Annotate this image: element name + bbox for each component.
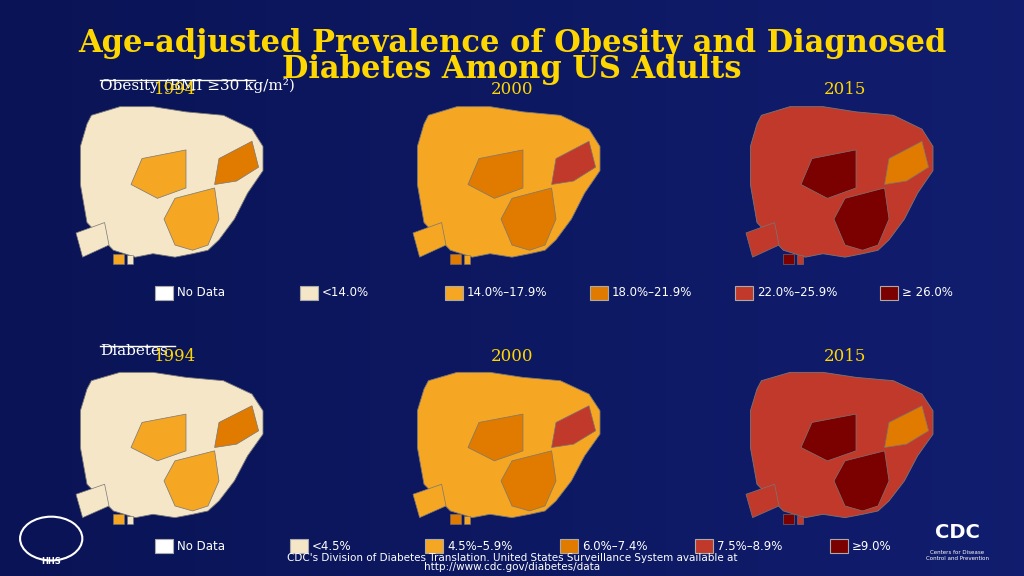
Bar bbox=[114, 514, 124, 524]
Text: 2015: 2015 bbox=[824, 348, 866, 365]
Polygon shape bbox=[418, 372, 600, 518]
Polygon shape bbox=[468, 414, 523, 461]
Polygon shape bbox=[801, 414, 856, 461]
Bar bbox=[560, 539, 578, 553]
Text: Centers for Disease
Control and Prevention: Centers for Disease Control and Preventi… bbox=[926, 551, 989, 561]
Bar bbox=[590, 286, 608, 300]
Polygon shape bbox=[131, 150, 186, 198]
Text: 2000: 2000 bbox=[490, 81, 534, 98]
Bar bbox=[880, 286, 898, 300]
Text: Diabetes Among US Adults: Diabetes Among US Adults bbox=[283, 54, 741, 85]
Polygon shape bbox=[552, 141, 596, 184]
Bar bbox=[114, 253, 124, 264]
Text: 6.0%–7.4%: 6.0%–7.4% bbox=[582, 540, 647, 552]
Text: 4.5%–5.9%: 4.5%–5.9% bbox=[447, 540, 512, 552]
Text: 14.0%–17.9%: 14.0%–17.9% bbox=[467, 286, 548, 300]
Polygon shape bbox=[164, 188, 219, 250]
Polygon shape bbox=[746, 222, 779, 257]
Bar bbox=[830, 539, 848, 553]
Polygon shape bbox=[834, 451, 889, 511]
Polygon shape bbox=[76, 484, 109, 518]
Polygon shape bbox=[885, 141, 929, 184]
Bar bbox=[425, 539, 443, 553]
Polygon shape bbox=[418, 107, 600, 257]
Polygon shape bbox=[76, 222, 109, 257]
Bar bbox=[797, 255, 803, 264]
Bar bbox=[797, 516, 803, 524]
Polygon shape bbox=[746, 484, 779, 518]
Polygon shape bbox=[215, 141, 259, 184]
Polygon shape bbox=[501, 188, 556, 250]
Text: 18.0%–21.9%: 18.0%–21.9% bbox=[612, 286, 692, 300]
Text: ≥ 26.0%: ≥ 26.0% bbox=[902, 286, 953, 300]
Text: http://www.cdc.gov/diabetes/data: http://www.cdc.gov/diabetes/data bbox=[424, 562, 600, 572]
Bar bbox=[783, 253, 795, 264]
Bar bbox=[783, 514, 795, 524]
Text: 7.5%–8.9%: 7.5%–8.9% bbox=[717, 540, 782, 552]
Bar bbox=[695, 539, 713, 553]
Polygon shape bbox=[164, 451, 219, 511]
Text: CDC: CDC bbox=[935, 524, 980, 542]
Bar bbox=[290, 539, 308, 553]
Polygon shape bbox=[81, 372, 263, 518]
Polygon shape bbox=[885, 406, 929, 448]
Polygon shape bbox=[751, 372, 933, 518]
Polygon shape bbox=[751, 107, 933, 257]
Text: 2000: 2000 bbox=[490, 348, 534, 365]
Text: 1994: 1994 bbox=[154, 81, 197, 98]
Text: 2015: 2015 bbox=[824, 81, 866, 98]
Polygon shape bbox=[501, 451, 556, 511]
Text: 22.0%–25.9%: 22.0%–25.9% bbox=[757, 286, 838, 300]
Polygon shape bbox=[413, 484, 446, 518]
Bar bbox=[735, 286, 753, 300]
Bar bbox=[300, 286, 318, 300]
Text: ≥9.0%: ≥9.0% bbox=[852, 540, 892, 552]
Polygon shape bbox=[468, 150, 523, 198]
Polygon shape bbox=[834, 188, 889, 250]
Bar bbox=[451, 253, 462, 264]
Polygon shape bbox=[801, 150, 856, 198]
Text: HHS: HHS bbox=[41, 557, 61, 566]
Bar bbox=[464, 516, 470, 524]
Text: Age-adjusted Prevalence of Obesity and Diagnosed: Age-adjusted Prevalence of Obesity and D… bbox=[78, 40, 946, 71]
Polygon shape bbox=[131, 414, 186, 461]
Polygon shape bbox=[552, 406, 596, 448]
Text: Diabetes: Diabetes bbox=[100, 344, 168, 358]
Text: No Data: No Data bbox=[177, 286, 225, 300]
Bar bbox=[127, 516, 133, 524]
Polygon shape bbox=[81, 107, 263, 257]
Polygon shape bbox=[215, 406, 259, 448]
Bar bbox=[155, 286, 173, 300]
Bar bbox=[445, 286, 463, 300]
Bar bbox=[155, 539, 173, 553]
Bar bbox=[451, 514, 462, 524]
Text: Obesity (BMI ≥30 kg/m²): Obesity (BMI ≥30 kg/m²) bbox=[100, 78, 295, 93]
Text: No Data: No Data bbox=[177, 540, 225, 552]
Text: <4.5%: <4.5% bbox=[312, 540, 351, 552]
Text: Age-adjusted Prevalence of Obesity and Diagnosed: Age-adjusted Prevalence of Obesity and D… bbox=[78, 28, 946, 59]
Bar bbox=[464, 255, 470, 264]
Text: Diabetes Among US Adults: Diabetes Among US Adults bbox=[283, 86, 741, 118]
Bar bbox=[127, 255, 133, 264]
Polygon shape bbox=[413, 222, 446, 257]
Text: 1994: 1994 bbox=[154, 348, 197, 365]
Text: CDC's Division of Diabetes Translation. United States Surveillance System availa: CDC's Division of Diabetes Translation. … bbox=[287, 553, 737, 563]
Text: <14.0%: <14.0% bbox=[322, 286, 369, 300]
